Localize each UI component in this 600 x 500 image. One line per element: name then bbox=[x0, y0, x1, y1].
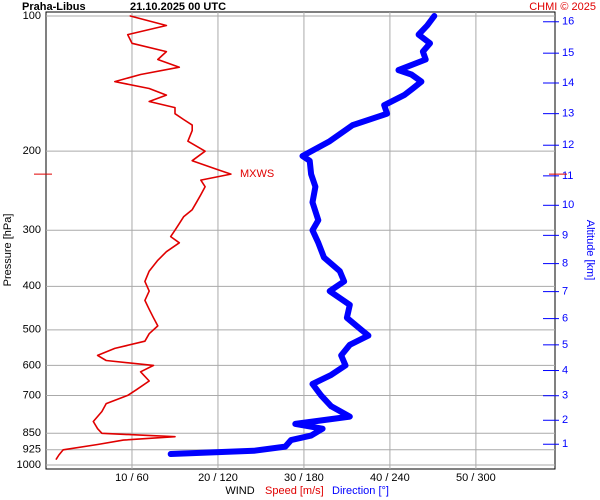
y-tick-label: 925 bbox=[23, 444, 41, 456]
y2-tick-label: 15 bbox=[562, 47, 574, 59]
series-line bbox=[167, 13, 438, 457]
y-tick-label: 500 bbox=[23, 324, 41, 336]
y-tick-label: 700 bbox=[23, 389, 41, 401]
y2-tick-label: 1 bbox=[562, 438, 568, 450]
y2-tick-label: 13 bbox=[562, 108, 574, 120]
y-tick-label: 850 bbox=[23, 427, 41, 439]
y2-tick-label: 4 bbox=[562, 364, 568, 376]
series-line bbox=[55, 15, 232, 460]
credit: CHMI © 2025 bbox=[529, 1, 596, 13]
y-tick-label: 600 bbox=[23, 359, 41, 371]
y2-tick-label: 7 bbox=[562, 286, 568, 298]
x-axis-label: WIND bbox=[225, 485, 254, 497]
y2-tick-label: 14 bbox=[562, 77, 574, 89]
legend-entry: Speed [m/s] bbox=[265, 485, 324, 497]
y2-tick-label: 12 bbox=[562, 139, 574, 151]
annotation-label: MXWS bbox=[240, 168, 274, 180]
y2-tick-label: 3 bbox=[562, 390, 568, 402]
y-tick-label: 200 bbox=[23, 145, 41, 157]
y-tick-label: 100 bbox=[23, 10, 41, 22]
y-axis-label: Pressure [hPa] bbox=[2, 214, 14, 287]
y2-tick-label: 10 bbox=[562, 199, 574, 211]
y2-tick-label: 11 bbox=[562, 170, 573, 182]
y-tick-label: 300 bbox=[23, 224, 41, 236]
x-tick-label: 40 / 240 bbox=[370, 472, 410, 484]
x-tick-label: 50 / 300 bbox=[456, 472, 496, 484]
y2-tick-label: 2 bbox=[562, 414, 568, 426]
chart-title: Praha-Libus bbox=[22, 1, 86, 13]
y2-tick-label: 8 bbox=[562, 258, 568, 270]
y2-tick-label: 6 bbox=[562, 313, 568, 325]
y-tick-label: 400 bbox=[23, 280, 41, 292]
y2-tick-label: 5 bbox=[562, 339, 568, 351]
x-tick-label: 30 / 180 bbox=[284, 472, 324, 484]
plot-frame bbox=[45, 11, 556, 470]
y2-tick-label: 16 bbox=[562, 16, 574, 28]
x-tick-label: 10 / 60 bbox=[115, 472, 149, 484]
y-tick-label: 1000 bbox=[17, 459, 41, 471]
y2-tick-label: 9 bbox=[562, 229, 568, 241]
x-tick-label: 20 / 120 bbox=[198, 472, 238, 484]
chart-subtitle: 21.10.2025 00 UTC bbox=[130, 1, 226, 13]
y2-axis-label: Altitude [km] bbox=[584, 220, 596, 281]
legend-entry: Direction [°] bbox=[332, 485, 389, 497]
